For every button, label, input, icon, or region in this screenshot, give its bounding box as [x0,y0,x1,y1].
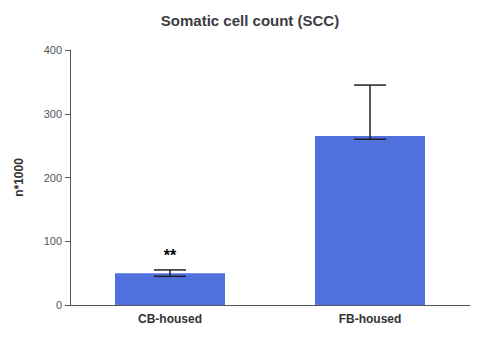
svg-text:0: 0 [56,299,62,311]
svg-text:200: 200 [44,172,62,184]
svg-text:CB-housed: CB-housed [138,312,202,326]
svg-text:400: 400 [44,44,62,56]
svg-text:Somatic cell count (SCC): Somatic cell count (SCC) [161,12,339,29]
svg-text:300: 300 [44,108,62,120]
svg-text:100: 100 [44,235,62,247]
svg-text:n*1000: n*1000 [12,158,26,197]
svg-text:FB-housed: FB-housed [339,312,402,326]
svg-text:**: ** [164,247,177,264]
